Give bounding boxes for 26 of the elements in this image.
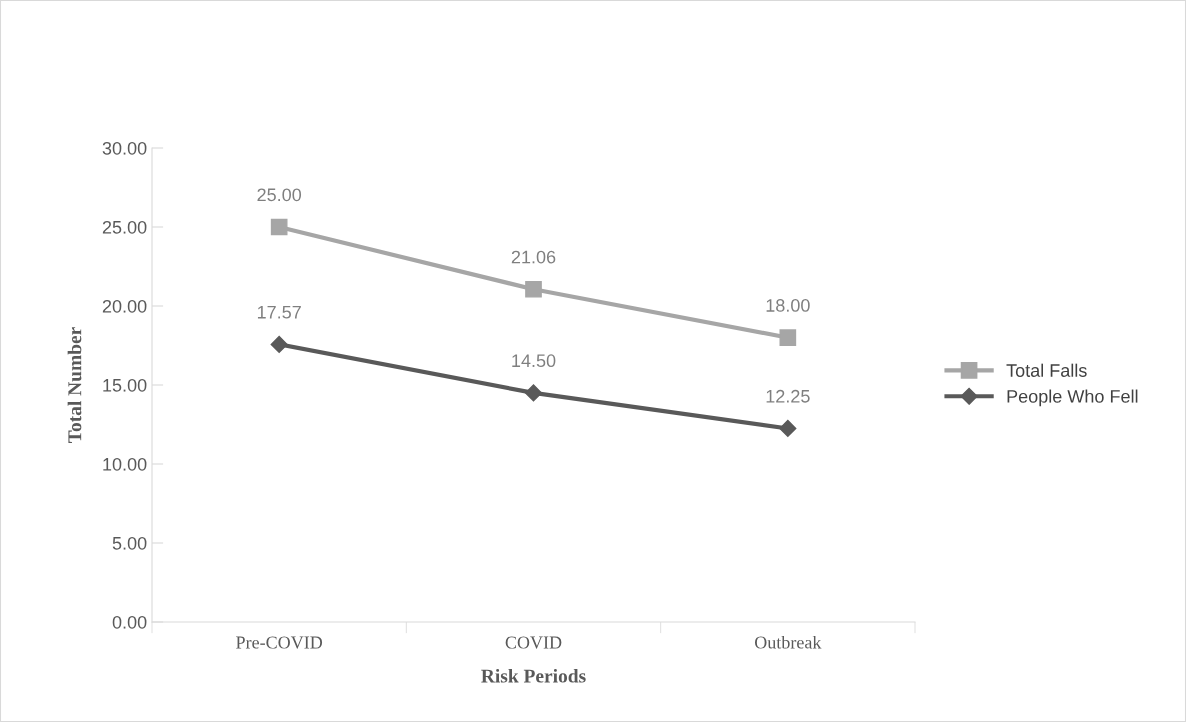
data-label: 12.25: [766, 389, 810, 403]
point: [779, 419, 797, 438]
data-label: 21.06: [511, 250, 556, 264]
data-label: 25.00: [257, 188, 302, 202]
x-axis-title: Risk Periods: [481, 668, 586, 683]
x-tick-label: COVID: [505, 636, 562, 649]
y-tick-label: 20.00: [102, 299, 147, 313]
y-tick-label: 10.00: [103, 457, 147, 471]
y-axis-title: Total Number: [67, 327, 82, 443]
x-tick-label: Pre-COVID: [236, 636, 323, 649]
y-tick-label: 15.00: [103, 378, 147, 392]
y-tick-label: 0.00: [112, 615, 147, 629]
point: [270, 218, 288, 236]
y-tick-label: 25.00: [102, 220, 147, 234]
data-label: 14.50: [512, 354, 556, 368]
y-tick-label: 5.00: [112, 536, 147, 550]
point: [779, 329, 797, 346]
x-tick-label: Outbreak: [754, 635, 822, 649]
data-label: 17.57: [257, 306, 301, 319]
point: [525, 280, 542, 298]
legend-label: People Who Fell: [1007, 389, 1138, 407]
point: [270, 335, 288, 353]
data-label: 18.00: [766, 299, 810, 312]
legend-label: Total Falls: [1006, 363, 1087, 377]
point: [524, 384, 543, 402]
y-tick-label: 30.00: [102, 141, 147, 155]
